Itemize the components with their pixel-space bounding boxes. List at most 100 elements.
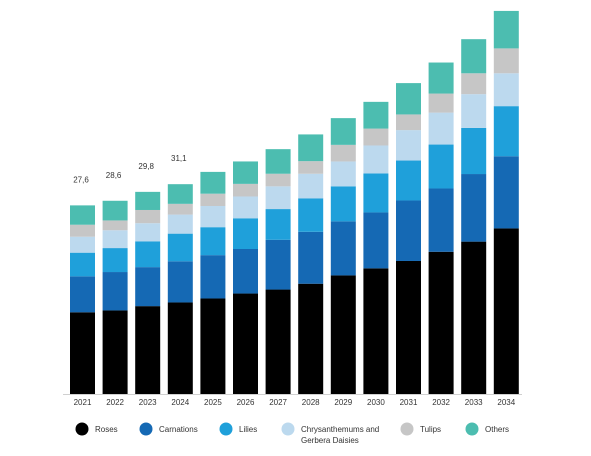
bar-segment-tulips-2023 [135, 209, 161, 224]
data-label-2023: 29,8 [138, 162, 154, 171]
bar-segment-tulips-2022 [102, 220, 128, 231]
bar-segment-others-2028 [298, 134, 324, 162]
bar-segment-others-2031 [396, 83, 421, 115]
bar-segment-lilies-2033 [461, 127, 487, 175]
x-tick-label-2031: 2031 [400, 398, 418, 407]
legend-label-tulips: Tulips [420, 425, 441, 434]
x-tick-label-2033: 2033 [465, 398, 483, 407]
legend-item-lilies: Lilies [219, 422, 257, 436]
bar-segment-others-2025 [200, 171, 226, 194]
bar-segment-carnations-2025 [200, 255, 226, 299]
bar-segment-others-2034 [493, 10, 519, 49]
bar-segment-carnations-2026 [233, 249, 258, 294]
bar-segment-lilies-2029 [330, 186, 356, 222]
bar-segment-lilies-2023 [135, 241, 161, 268]
bar-segment-lilies-2027 [265, 209, 291, 240]
bar-segment-lilies-2021 [70, 252, 95, 277]
bar-segment-chrysanthemums-and-gerbera-daisies-2024 [167, 214, 193, 234]
bar-segment-carnations-2034 [493, 156, 519, 229]
bar-segment-tulips-2027 [265, 173, 291, 187]
bar-segment-lilies-2026 [233, 218, 258, 249]
data-label-2024: 31,1 [171, 154, 187, 163]
bar-segment-tulips-2031 [396, 114, 421, 131]
legend-item-carnations: Carnations [139, 422, 198, 436]
bar-segment-chrysanthemums-and-gerbera-daisies-2023 [135, 223, 161, 242]
bar-segment-carnations-2030 [363, 212, 389, 269]
bar-segment-carnations-2028 [298, 231, 324, 284]
bar-segment-roses-2025 [200, 298, 226, 394]
x-tick-label-2034: 2034 [497, 398, 515, 407]
bar-segment-roses-2022 [102, 310, 128, 394]
x-tick-label-2028: 2028 [302, 398, 320, 407]
bar-segment-chrysanthemums-and-gerbera-daisies-2026 [233, 196, 258, 219]
legend-label-lilies: Lilies [239, 425, 257, 434]
bar-segment-tulips-2033 [461, 73, 487, 95]
bar-segment-lilies-2034 [493, 106, 519, 157]
legend: Roses Carnations Lilies Chrysanthemums and G… [75, 422, 509, 445]
legend-swatch-lilies [219, 422, 233, 436]
bar-segment-carnations-2029 [330, 221, 356, 276]
x-tick-label-2032: 2032 [432, 398, 450, 407]
x-tick-label-2021: 2021 [74, 398, 92, 407]
bar-segment-carnations-2022 [102, 272, 128, 311]
bar-segment-tulips-2026 [233, 183, 258, 197]
x-tick-label-2023: 2023 [139, 398, 157, 407]
legend-label-chrysanthemums-and-gerbera-daisies: Chrysanthemums and [301, 425, 379, 434]
bar-segment-carnations-2024 [167, 261, 193, 303]
bar-segment-chrysanthemums-and-gerbera-daisies-2033 [461, 94, 487, 128]
legend-item-roses: Roses [75, 422, 118, 436]
bar-segment-lilies-2025 [200, 227, 226, 256]
bar-segment-others-2021 [70, 205, 95, 225]
legend-swatch-carnations [139, 422, 153, 436]
bar-segment-tulips-2029 [330, 144, 356, 162]
bar-segment-carnations-2031 [396, 200, 421, 261]
x-tick-label-2024: 2024 [171, 398, 189, 407]
bar-segment-others-2022 [102, 200, 128, 221]
bar-segment-roses-2021 [70, 312, 95, 394]
bar-segment-lilies-2031 [396, 160, 421, 201]
bar-segment-roses-2030 [363, 268, 389, 394]
bar-segment-tulips-2025 [200, 193, 226, 206]
bar-segment-chrysanthemums-and-gerbera-daisies-2025 [200, 205, 226, 228]
bar-segment-tulips-2028 [298, 161, 324, 174]
legend-item-tulips: Tulips [400, 422, 441, 436]
bar-segment-lilies-2030 [363, 173, 389, 213]
bar-segment-carnations-2023 [135, 267, 161, 307]
bar-segment-others-2026 [233, 161, 258, 184]
bar-segment-chrysanthemums-and-gerbera-daisies-2022 [102, 230, 128, 249]
bar-segment-others-2030 [363, 101, 389, 129]
legend-swatch-roses [75, 422, 89, 436]
bar-segment-tulips-2030 [363, 128, 389, 146]
bar-segment-lilies-2024 [167, 233, 193, 262]
bar-segment-roses-2032 [428, 251, 454, 394]
legend-item-chrysanthemums-and-gerbera-daisies: Chrysanthemums and Gerbera Daisies [281, 422, 379, 445]
bar-segment-carnations-2027 [265, 239, 291, 290]
bar-segment-roses-2027 [265, 289, 291, 394]
bar-segment-chrysanthemums-and-gerbera-daisies-2029 [330, 161, 356, 187]
bar-segment-chrysanthemums-and-gerbera-daisies-2034 [493, 73, 519, 107]
bar-segment-others-2024 [167, 184, 193, 204]
bar-segment-others-2029 [330, 118, 356, 145]
bar-segment-chrysanthemums-and-gerbera-daisies-2021 [70, 236, 95, 253]
bar-segment-roses-2029 [330, 275, 356, 394]
x-tick-label-2029: 2029 [334, 398, 352, 407]
bar-segment-carnations-2032 [428, 188, 454, 252]
bar-segment-lilies-2022 [102, 248, 128, 273]
bar-segment-chrysanthemums-and-gerbera-daisies-2031 [396, 130, 421, 161]
data-label-2021: 27,6 [73, 175, 89, 184]
bar-segment-lilies-2028 [298, 198, 324, 232]
legend-label-others: Others [485, 425, 509, 434]
bar-segment-others-2023 [135, 191, 161, 210]
legend-swatch-others [465, 422, 479, 436]
bar-segment-tulips-2024 [167, 203, 193, 215]
legend-label-chrysanthemums-and-gerbera-daisies-line-2: Gerbera Daisies [301, 436, 359, 445]
legend-swatch-tulips [400, 422, 414, 436]
x-tick-label-2022: 2022 [106, 398, 124, 407]
bar-segment-lilies-2032 [428, 144, 454, 189]
bars-layer [70, 10, 519, 394]
bar-segment-chrysanthemums-and-gerbera-daisies-2032 [428, 112, 454, 145]
x-tick-label-2025: 2025 [204, 398, 222, 407]
bar-segment-roses-2033 [461, 241, 487, 394]
